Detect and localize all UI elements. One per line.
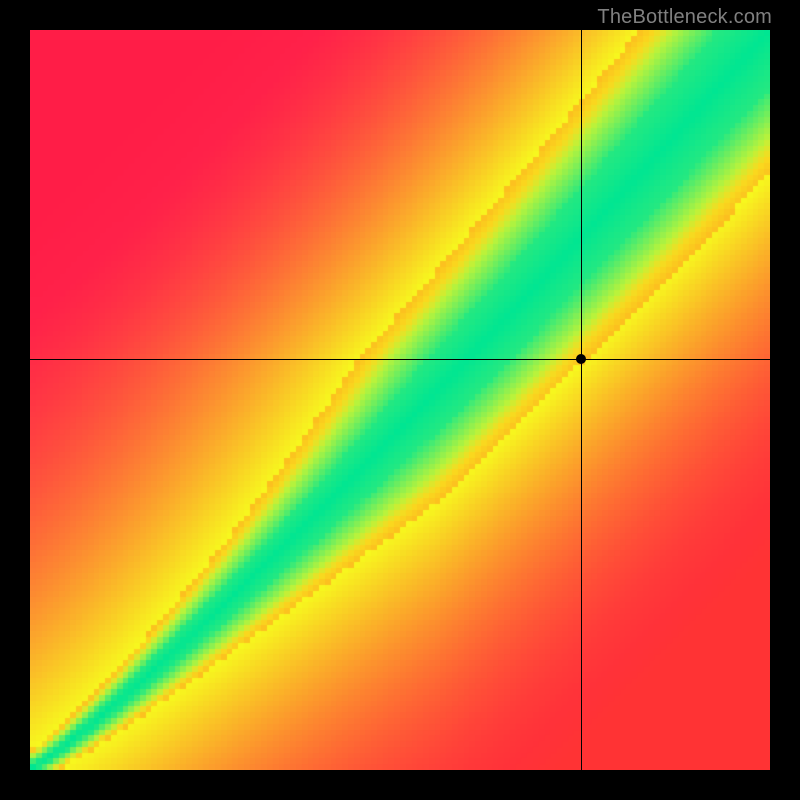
heatmap-canvas [30,30,770,770]
crosshair-horizontal [30,359,770,360]
watermark-text: TheBottleneck.com [597,6,772,29]
crosshair-marker [576,354,586,364]
crosshair-vertical [581,30,582,770]
heatmap-plot [30,30,770,770]
